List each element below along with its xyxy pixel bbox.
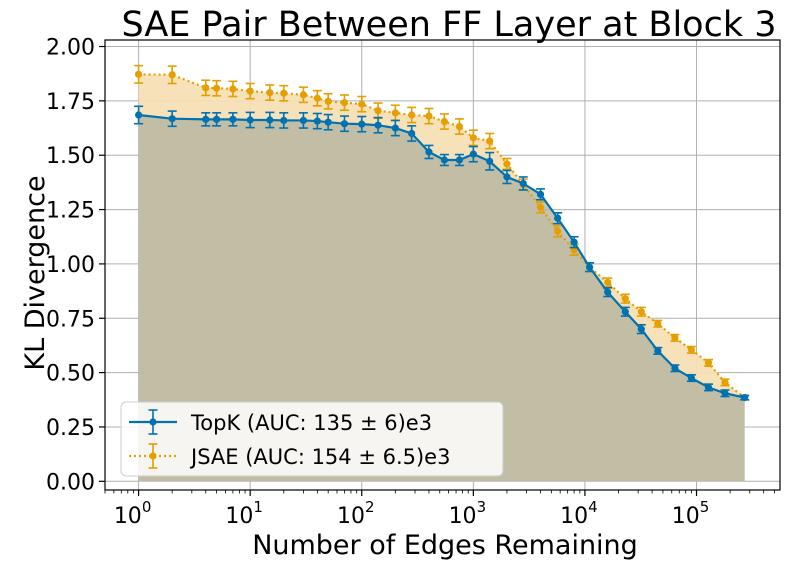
data-point-topk xyxy=(229,115,237,123)
data-point-topk xyxy=(637,325,645,333)
legend-box xyxy=(120,401,504,477)
x-axis-label: Number of Edges Remaining xyxy=(252,530,638,561)
data-point-topk xyxy=(519,179,527,188)
data-point-jsae xyxy=(621,295,629,303)
x-tick-label: 105 xyxy=(672,498,710,529)
data-point-topk xyxy=(246,116,254,124)
data-point-topk xyxy=(266,116,274,124)
data-point-jsae xyxy=(721,378,729,386)
data-point-jsae xyxy=(134,70,143,78)
data-point-topk xyxy=(313,117,321,125)
data-point-topk xyxy=(202,115,210,123)
data-point-topk xyxy=(340,120,349,128)
series-area-topk xyxy=(138,115,745,482)
data-point-topk xyxy=(704,383,713,391)
data-point-topk xyxy=(585,263,594,271)
data-point-jsae xyxy=(425,112,433,120)
data-point-topk xyxy=(455,156,464,164)
data-point-jsae xyxy=(212,84,221,92)
data-point-topk xyxy=(469,150,477,158)
data-point-topk xyxy=(168,115,176,123)
y-tick-label: 0.00 xyxy=(46,470,95,495)
data-point-jsae xyxy=(536,203,545,211)
plot-frame xyxy=(104,39,781,491)
x-tick-label: 103 xyxy=(449,498,487,529)
plot-area: 0.00 0.25 0.50 0.75 1.00 1.25 1.50 1.75 2.00 100 1… xyxy=(46,36,781,529)
data-point-jsae xyxy=(503,160,511,168)
data-point-jsae xyxy=(687,346,696,354)
data-point-topk xyxy=(741,394,749,402)
legend-marker-jsae xyxy=(149,452,157,460)
data-point-jsae xyxy=(408,111,416,119)
data-point-topk xyxy=(440,156,448,164)
data-point-jsae xyxy=(704,359,713,367)
y-tick-label: 0.75 xyxy=(46,307,95,332)
data-point-jsae xyxy=(604,278,612,286)
data-point-jsae xyxy=(637,308,645,316)
data-point-topk xyxy=(503,173,511,181)
y-axis-label: KL Divergence xyxy=(20,175,51,370)
data-point-topk xyxy=(570,238,578,246)
data-point-jsae xyxy=(246,87,254,95)
data-point-topk xyxy=(425,148,433,156)
data-point-jsae xyxy=(391,109,399,117)
data-point-jsae xyxy=(554,227,562,235)
data-point-jsae xyxy=(469,134,477,142)
data-point-topk xyxy=(654,347,662,355)
data-point-topk xyxy=(604,288,612,296)
data-point-jsae xyxy=(340,99,349,107)
data-point-jsae xyxy=(299,91,308,99)
x-tick-label: 102 xyxy=(337,498,375,529)
data-point-topk xyxy=(621,308,629,316)
data-point-jsae xyxy=(358,100,366,108)
y-tick-label: 2.00 xyxy=(46,36,95,61)
data-point-topk xyxy=(486,157,494,165)
legend-marker-topk xyxy=(149,418,157,426)
data-point-jsae xyxy=(374,107,382,115)
data-point-jsae xyxy=(280,89,288,97)
data-point-topk xyxy=(721,389,729,397)
data-point-jsae xyxy=(455,122,464,131)
data-point-topk xyxy=(536,190,545,198)
legend: TopK (AUC: 135 ± 6)e3 JSAE (AUC: 154 ± 6.… xyxy=(120,401,504,477)
data-point-jsae xyxy=(266,89,274,97)
chart-title: SAE Pair Between FF Layer at Block 3 xyxy=(122,5,777,45)
legend-label-topk: TopK (AUC: 135 ± 6)e3 xyxy=(190,411,432,435)
data-point-topk xyxy=(374,121,382,129)
data-point-topk xyxy=(134,111,143,119)
data-point-topk xyxy=(671,364,679,372)
data-point-jsae xyxy=(229,85,237,93)
data-point-jsae xyxy=(654,320,662,328)
data-point-topk xyxy=(391,124,399,132)
y-tick-label: 0.50 xyxy=(46,362,95,387)
data-point-jsae xyxy=(486,137,494,145)
legend-label-jsae: JSAE (AUC: 154 ± 6.5)e3 xyxy=(189,445,450,469)
x-tick-label: 100 xyxy=(114,498,152,529)
y-tick-label: 1.00 xyxy=(46,253,95,278)
x-tick-label: 101 xyxy=(225,498,263,529)
data-point-topk xyxy=(687,374,696,382)
data-point-topk xyxy=(324,118,332,126)
data-point-jsae xyxy=(168,71,176,79)
y-tick-label: 1.25 xyxy=(46,199,95,224)
y-tick-label: 1.75 xyxy=(46,90,95,115)
x-tick-label: 104 xyxy=(560,498,598,529)
data-point-topk xyxy=(408,129,416,138)
data-point-jsae xyxy=(440,117,448,126)
data-point-jsae xyxy=(202,84,210,92)
data-point-jsae xyxy=(671,334,679,342)
data-point-jsae xyxy=(324,97,332,105)
y-tick-label: 0.25 xyxy=(46,416,95,441)
data-point-jsae xyxy=(313,94,321,102)
data-point-topk xyxy=(280,116,288,125)
data-point-topk xyxy=(554,214,562,222)
data-point-topk xyxy=(212,115,221,123)
data-point-topk xyxy=(299,116,308,125)
y-tick-label: 1.50 xyxy=(46,144,95,169)
data-point-topk xyxy=(358,120,366,128)
